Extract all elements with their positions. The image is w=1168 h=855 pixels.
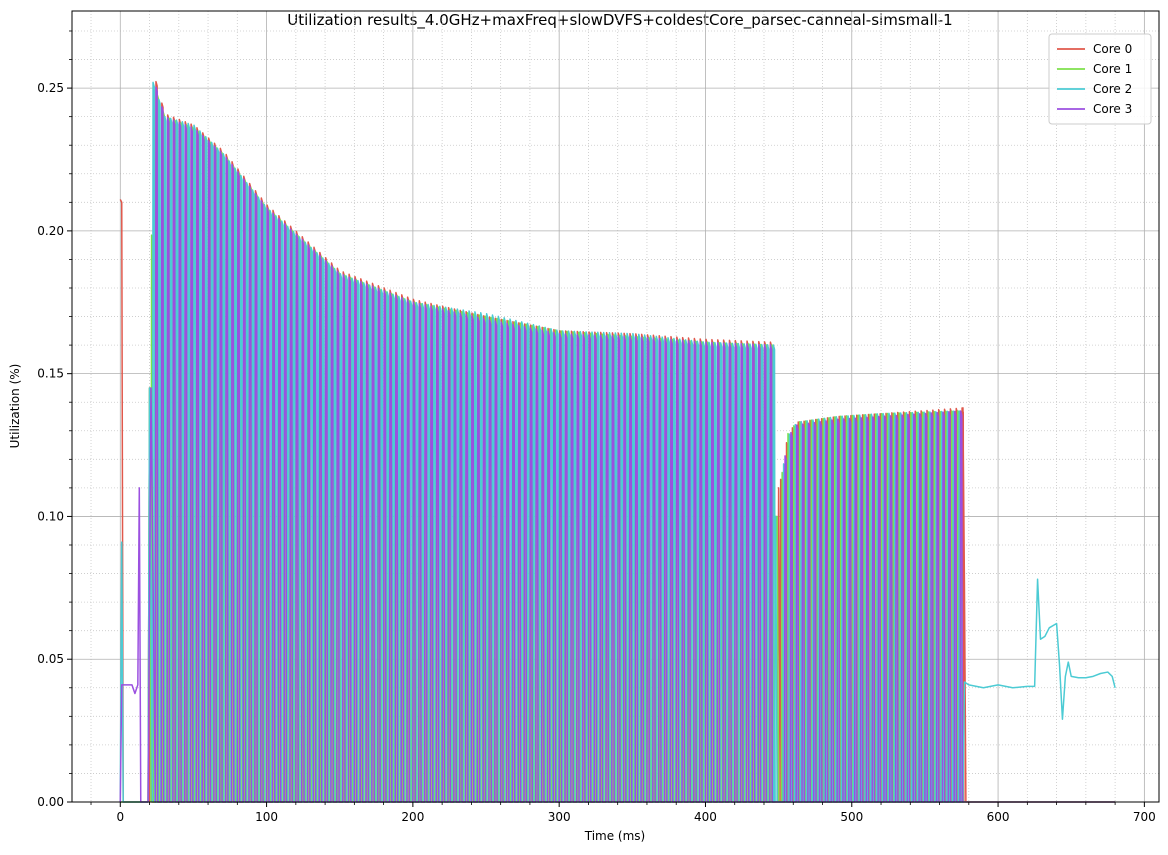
legend-label-core-0: Core 0 — [1093, 42, 1132, 56]
x-tick-label: 500 — [840, 810, 863, 824]
y-tick-label: 0.00 — [37, 795, 64, 809]
x-tick-label: 600 — [987, 810, 1010, 824]
legend-label-core-1: Core 1 — [1093, 62, 1132, 76]
legend: Core 0 Core 1 Core 2 Core 3 — [1048, 33, 1152, 125]
axes-frame — [71, 10, 1160, 803]
x-axis-label: Time (ms) — [584, 829, 646, 843]
x-tick-label: 300 — [548, 810, 571, 824]
y-tick-label: 0.10 — [37, 509, 64, 523]
y-tick-label: 0.15 — [37, 367, 64, 381]
chart-title: Utilization results_4.0GHz+maxFreq+slowD… — [287, 11, 952, 30]
y-tick-label: 0.25 — [37, 81, 64, 95]
legend-label-core-2: Core 2 — [1093, 82, 1132, 96]
plot-area — [119, 80, 1116, 803]
x-tick-label: 100 — [255, 810, 278, 824]
legend-label-core-3: Core 3 — [1093, 102, 1132, 116]
x-tick-label: 700 — [1133, 810, 1156, 824]
x-tick-label: 400 — [694, 810, 717, 824]
x-tick-label: 0 — [116, 810, 124, 824]
y-tick-label: 0.05 — [37, 652, 64, 666]
y-axis-label: Utilization (%) — [8, 364, 22, 449]
x-axis-ticks: 0 100 200 300 400 500 600 700 — [90, 802, 1156, 824]
y-axis-ticks: 0.00 0.05 0.10 0.15 0.20 0.25 — [37, 30, 72, 809]
x-tick-label: 200 — [401, 810, 424, 824]
y-tick-label: 0.20 — [37, 224, 64, 238]
legend-box — [1048, 33, 1152, 125]
